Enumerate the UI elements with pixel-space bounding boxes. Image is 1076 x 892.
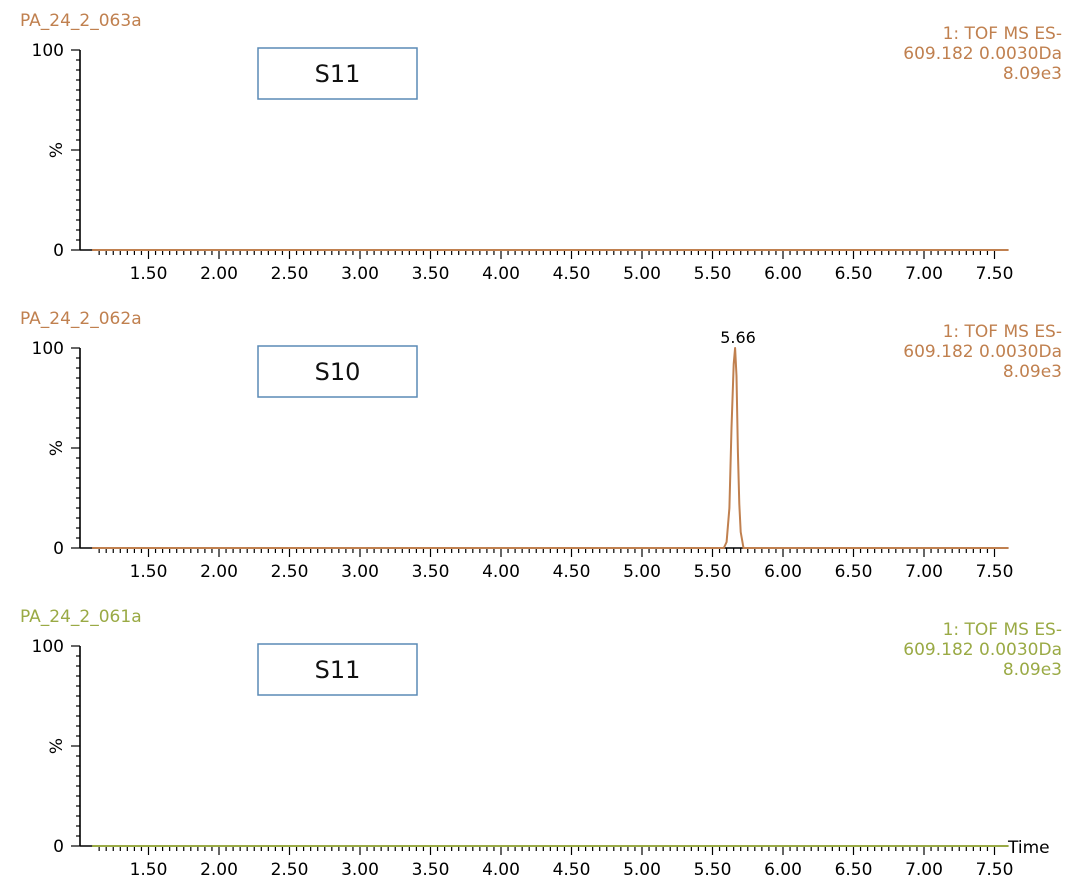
chromatogram-panel-2: PA_24_2_062a 1: TOF MS ES-609.182 0.0030D… bbox=[20, 309, 1062, 582]
x-tick-label: 6.00 bbox=[764, 860, 802, 880]
x-tick-label: 4.50 bbox=[553, 264, 591, 284]
sample-label-box bbox=[257, 643, 418, 696]
x-tick-label: 2.50 bbox=[271, 264, 309, 284]
x-tick-label: 7.00 bbox=[905, 860, 943, 880]
x-tick-label: 6.50 bbox=[835, 860, 873, 880]
sample-label-text: S10 bbox=[315, 358, 361, 386]
y-tick-label: 100 bbox=[32, 637, 64, 657]
x-tick-label: 3.00 bbox=[341, 264, 379, 284]
x-tick-label: 1.50 bbox=[130, 562, 168, 582]
x-tick-label: 3.00 bbox=[341, 860, 379, 880]
y-tick-label: 100 bbox=[32, 339, 64, 359]
x-tick-label: 3.50 bbox=[412, 562, 450, 582]
acquisition-info-line: 609.182 0.0030Da bbox=[903, 640, 1062, 660]
acquisition-info-line: 609.182 0.0030Da bbox=[903, 342, 1062, 362]
x-tick-label: 5.50 bbox=[694, 264, 732, 284]
x-tick-label: 3.50 bbox=[412, 860, 450, 880]
x-tick-label: 2.50 bbox=[271, 860, 309, 880]
x-tick-label: 7.00 bbox=[905, 264, 943, 284]
acquisition-info-line: 1: TOF MS ES- bbox=[943, 620, 1062, 640]
acquisition-info-line: 8.09e3 bbox=[1003, 660, 1062, 680]
x-tick-label: 4.00 bbox=[482, 264, 520, 284]
chromatogram-trace bbox=[92, 347, 1009, 549]
acquisition-info-line: 1: TOF MS ES- bbox=[943, 322, 1062, 342]
y-tick-label: 0 bbox=[53, 539, 64, 559]
x-tick-label: 3.00 bbox=[341, 562, 379, 582]
x-tick-label: 1.50 bbox=[130, 860, 168, 880]
x-tick-label: 6.00 bbox=[764, 562, 802, 582]
x-tick-label: 4.50 bbox=[553, 562, 591, 582]
sample-label-text: S11 bbox=[315, 656, 361, 684]
y-tick-label: 0 bbox=[53, 837, 64, 857]
acquisition-info-line: 609.182 0.0030Da bbox=[903, 44, 1062, 64]
x-tick-label: 5.00 bbox=[623, 562, 661, 582]
y-tick-label: 100 bbox=[32, 41, 64, 61]
x-tick-label: 4.50 bbox=[553, 860, 591, 880]
chromatogram-panel-3: PA_24_2_061a 1: TOF MS ES-609.182 0.0030D… bbox=[20, 607, 1062, 880]
x-tick-label: 4.00 bbox=[482, 562, 520, 582]
x-tick-label: 2.00 bbox=[200, 562, 238, 582]
acquisition-info-line: 8.09e3 bbox=[1003, 362, 1062, 382]
sample-name: PA_24_2_061a bbox=[20, 607, 142, 627]
peak-label: 5.66 bbox=[720, 328, 756, 347]
sample-name: PA_24_2_062a bbox=[20, 309, 142, 329]
x-tick-label: 1.50 bbox=[130, 264, 168, 284]
x-tick-label: 5.50 bbox=[694, 562, 732, 582]
y-tick-label: 0 bbox=[53, 241, 64, 261]
x-tick-label: 5.50 bbox=[694, 860, 732, 880]
y-axis-label: % bbox=[47, 142, 67, 158]
x-tick-label: 6.50 bbox=[835, 562, 873, 582]
sample-label-box bbox=[257, 47, 418, 100]
sample-label-box bbox=[257, 345, 418, 398]
sample-name: PA_24_2_063a bbox=[20, 11, 142, 31]
x-tick-label: 2.00 bbox=[200, 860, 238, 880]
chromatogram-panel-1: PA_24_2_063a 1: TOF MS ES-609.182 0.0030D… bbox=[20, 11, 1062, 284]
x-tick-label: 2.00 bbox=[200, 264, 238, 284]
y-axis-label: % bbox=[47, 440, 67, 456]
x-tick-label: 5.00 bbox=[623, 264, 661, 284]
x-tick-label: 4.00 bbox=[482, 860, 520, 880]
acquisition-info-line: 1: TOF MS ES- bbox=[943, 24, 1062, 44]
x-tick-label: 7.50 bbox=[976, 562, 1014, 582]
x-tick-label: 6.00 bbox=[764, 264, 802, 284]
x-tick-label: 3.50 bbox=[412, 264, 450, 284]
x-axis-label: Time bbox=[1007, 838, 1050, 858]
x-tick-label: 5.00 bbox=[623, 860, 661, 880]
sample-label-text: S11 bbox=[315, 60, 361, 88]
x-tick-label: 6.50 bbox=[835, 264, 873, 284]
y-axis-label: % bbox=[47, 738, 67, 754]
x-tick-label: 7.50 bbox=[976, 860, 1014, 880]
x-tick-label: 2.50 bbox=[271, 562, 309, 582]
acquisition-info-line: 8.09e3 bbox=[1003, 64, 1062, 84]
x-tick-label: 7.00 bbox=[905, 562, 943, 582]
x-tick-label: 7.50 bbox=[976, 264, 1014, 284]
